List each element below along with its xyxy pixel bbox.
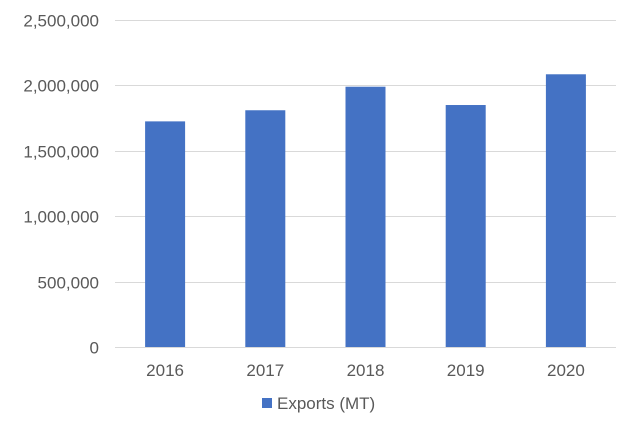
x-axis-tick-labels: 2016 2017 2018 2019 2020 bbox=[146, 361, 585, 380]
bar-2019 bbox=[445, 105, 486, 348]
legend: Exports (MT) bbox=[262, 394, 375, 413]
x-tick-label: 2017 bbox=[246, 361, 284, 380]
y-tick-label: 2,500,000 bbox=[23, 12, 99, 31]
legend-label: Exports (MT) bbox=[277, 394, 375, 413]
x-tick-label: 2019 bbox=[447, 361, 485, 380]
x-tick-label: 2020 bbox=[547, 361, 585, 380]
y-axis-tick-labels: 0 500,000 1,000,000 1,500,000 2,000,000 2,500… bbox=[23, 12, 99, 358]
y-tick-label: 500,000 bbox=[38, 274, 99, 293]
bar-2020 bbox=[545, 74, 586, 348]
x-tick-label: 2018 bbox=[347, 361, 385, 380]
y-tick-label: 2,000,000 bbox=[23, 77, 99, 96]
bar-2018 bbox=[345, 86, 386, 347]
legend-swatch bbox=[262, 398, 272, 408]
bar-2017 bbox=[245, 110, 286, 347]
y-tick-label: 1,000,000 bbox=[23, 208, 99, 227]
bar-2016 bbox=[145, 121, 186, 348]
x-tick-label: 2016 bbox=[146, 361, 184, 380]
y-tick-label: 1,500,000 bbox=[23, 143, 99, 162]
y-tick-label: 0 bbox=[90, 339, 99, 358]
bars bbox=[145, 74, 586, 348]
